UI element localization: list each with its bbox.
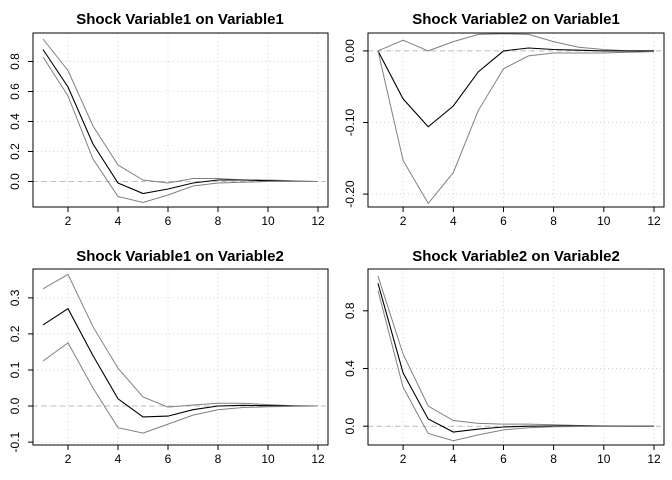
y-tick-label: 0.3 <box>8 289 22 306</box>
x-tick-label: 8 <box>215 214 222 228</box>
irf-line <box>377 47 654 128</box>
x-tick-label: 12 <box>647 452 661 466</box>
y-tick-label: 0.8 <box>8 53 22 70</box>
irf-line <box>42 307 318 418</box>
chart-title: Shock Variable2 on Variable2 <box>412 248 620 265</box>
y-tick-label: 0.00 <box>343 39 357 63</box>
plot-frame <box>367 268 665 446</box>
upper-band-line <box>42 38 319 184</box>
chart-panel-3: Shock Variable1 on Variable2 2 4 6 8 10 12 -0.1… <box>8 248 329 466</box>
x-tick-label: 8 <box>550 214 557 228</box>
y-tick-label: 0.1 <box>8 361 22 378</box>
plot-frame <box>367 32 665 208</box>
x-tick-label: 8 <box>550 452 557 466</box>
upper-band-line <box>42 273 319 408</box>
y-tick-label: 0.4 <box>8 113 22 130</box>
y-tick-label: 0.8 <box>343 302 357 319</box>
x-tick-label: 4 <box>450 452 457 466</box>
x-tick-label: 6 <box>500 452 507 466</box>
x-tick-label: 2 <box>400 214 407 228</box>
x-tick-label: 10 <box>261 452 275 466</box>
x-tick-label: 12 <box>311 452 325 466</box>
lower-band-line <box>42 342 319 434</box>
x-tick-label: 10 <box>597 452 611 466</box>
x-tick-label: 8 <box>215 452 222 466</box>
x-tick-label: 6 <box>165 452 172 466</box>
x-tick-label: 12 <box>647 214 661 228</box>
plot-frame <box>32 32 329 208</box>
x-tick-label: 4 <box>115 214 122 228</box>
y-tick-label: 0.0 <box>8 397 22 414</box>
y-tick-label: -0.10 <box>343 109 357 137</box>
x-tick-label: 2 <box>400 452 407 466</box>
chart-title: Shock Variable1 on Variable1 <box>76 11 284 28</box>
y-tick-label: 0.0 <box>343 418 357 435</box>
y-tick-label: 0.2 <box>8 143 22 160</box>
x-tick-label: 10 <box>261 214 275 228</box>
y-tick-label: 0.2 <box>8 325 22 342</box>
plot-frame <box>32 268 329 446</box>
irf-line <box>42 49 318 195</box>
chart-title: Shock Variable1 on Variable2 <box>76 248 284 265</box>
lower-band-line <box>377 50 655 205</box>
x-tick-label: 2 <box>65 214 72 228</box>
upper-band-line <box>377 33 654 52</box>
chart-panel-1: Shock Variable1 on Variable1 2 4 6 8 10 12 0.0 0… <box>8 11 329 228</box>
x-tick-label: 4 <box>450 214 457 228</box>
chart-panel-2: Shock Variable2 on Variable1 2 4 6 8 10 12 -0.2… <box>343 11 665 228</box>
x-tick-label: 12 <box>311 214 325 228</box>
chart-title: Shock Variable2 on Variable1 <box>412 11 620 28</box>
chart-panel-4: Shock Variable2 on Variable2 2 4 6 8 10 12 0.0 0… <box>343 248 665 466</box>
x-tick-label: 4 <box>115 452 122 466</box>
y-tick-label: 0.4 <box>343 360 357 377</box>
y-tick-label: 0.0 <box>8 173 22 190</box>
x-tick-label: 10 <box>597 214 611 228</box>
x-tick-label: 6 <box>165 214 172 228</box>
lower-band-line <box>377 290 654 442</box>
y-tick-label: -0.20 <box>343 180 357 208</box>
x-tick-label: 6 <box>500 214 507 228</box>
irf-line <box>377 283 654 433</box>
y-tick-label: -0.1 <box>8 431 22 452</box>
y-tick-label: 0.6 <box>8 83 22 100</box>
lower-band-line <box>42 56 318 204</box>
x-tick-label: 2 <box>65 452 72 466</box>
